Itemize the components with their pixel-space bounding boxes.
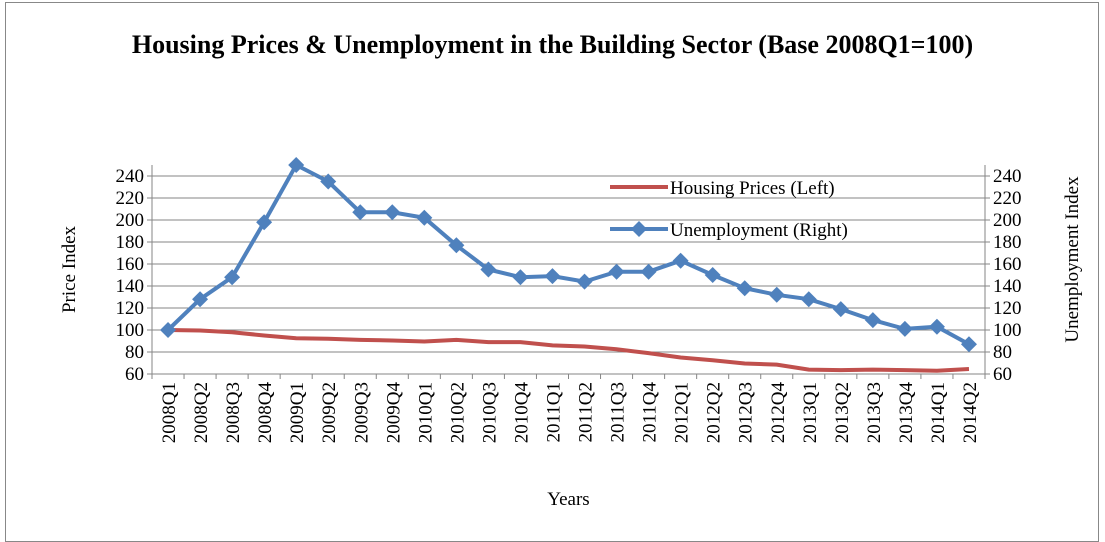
marker (256, 214, 273, 231)
y2-tick-label: 200 (993, 210, 1022, 231)
y2-tick-label: 220 (993, 188, 1022, 209)
x-tick-label: 2011Q1 (543, 382, 564, 443)
marker (352, 204, 369, 221)
x-tick-label: 2013Q2 (832, 382, 853, 443)
marker (608, 263, 625, 280)
x-tick-label: 2012Q1 (672, 382, 693, 443)
y2-tick-label: 160 (993, 254, 1022, 275)
marker (736, 280, 753, 297)
y2-tick-label: 60 (993, 364, 1012, 385)
marker (640, 263, 657, 280)
marker (192, 291, 209, 308)
marker (896, 320, 913, 337)
marker (960, 336, 977, 353)
x-tick-label: 2010Q3 (479, 382, 500, 443)
x-axis-label: Years (547, 489, 589, 510)
x-tick-label: 2009Q1 (287, 382, 308, 443)
y2-axis-label: Unemployment Index (1062, 176, 1083, 343)
x-tick-label: 2013Q4 (896, 382, 917, 444)
y-tick-label: 140 (116, 276, 145, 297)
x-tick-label: 2013Q3 (864, 382, 885, 443)
x-tick-label: 2008Q3 (223, 382, 244, 443)
marker (480, 261, 497, 278)
marker (512, 269, 529, 286)
series-line (167, 328, 970, 373)
marker (672, 252, 689, 269)
x-tick-label: 2011Q4 (640, 382, 661, 443)
y-tick-label: 240 (116, 166, 145, 187)
y-tick-label: 200 (116, 210, 145, 231)
marker (288, 157, 305, 173)
legend-marker (631, 221, 647, 237)
x-tick-label: 2012Q3 (736, 382, 757, 443)
x-tick-label: 2013Q1 (800, 382, 821, 443)
y2-tick-label: 100 (993, 320, 1022, 341)
x-tick-label: 2012Q2 (704, 382, 725, 443)
chart-title: Housing Prices & Unemployment in the Bui… (131, 30, 974, 59)
x-tick-label: 2008Q2 (191, 382, 212, 443)
marker (384, 204, 401, 221)
marker (576, 273, 593, 290)
legend-label: Housing Prices (Left) (670, 178, 835, 199)
marker (832, 301, 849, 318)
marker (928, 318, 945, 335)
x-tick-label: 2009Q4 (383, 382, 404, 444)
marker (416, 209, 433, 226)
marker (448, 237, 465, 254)
x-tick-label: 2008Q1 (159, 382, 180, 443)
x-tick-label: 2010Q4 (511, 382, 532, 444)
y2-tick-label: 240 (993, 166, 1022, 187)
marker (544, 268, 561, 285)
x-tick-label: 2014Q1 (928, 382, 949, 443)
y-tick-label: 160 (116, 254, 145, 275)
y-tick-label: 120 (116, 298, 145, 319)
y2-tick-label: 120 (993, 298, 1022, 319)
y-tick-label: 180 (116, 232, 145, 253)
marker (864, 312, 881, 329)
y-tick-label: 60 (125, 364, 144, 385)
x-tick-label: 2011Q2 (576, 382, 597, 443)
y-tick-label: 220 (116, 188, 145, 209)
y-axis-label: Price Index (59, 225, 80, 313)
legend-label: Unemployment (Right) (670, 220, 848, 241)
x-tick-label: 2010Q2 (447, 382, 468, 443)
y-tick-label: 80 (125, 342, 144, 363)
y2-tick-label: 180 (993, 232, 1022, 253)
marker (320, 173, 337, 190)
x-tick-label: 2008Q4 (255, 382, 276, 444)
series-line (166, 162, 970, 347)
x-tick-label: 2009Q3 (351, 382, 372, 443)
y2-tick-label: 140 (993, 276, 1022, 297)
y-tick-label: 100 (116, 320, 145, 341)
marker (800, 291, 817, 308)
y2-tick-label: 80 (993, 342, 1012, 363)
x-tick-label: 2010Q1 (415, 382, 436, 443)
x-tick-label: 2012Q4 (768, 382, 789, 444)
marker (704, 267, 721, 283)
x-tick-label: 2009Q2 (319, 382, 340, 443)
marker (224, 269, 241, 286)
x-tick-label: 2014Q2 (960, 382, 981, 443)
marker (768, 286, 785, 303)
x-tick-label: 2011Q3 (608, 382, 629, 443)
marker (160, 322, 177, 338)
